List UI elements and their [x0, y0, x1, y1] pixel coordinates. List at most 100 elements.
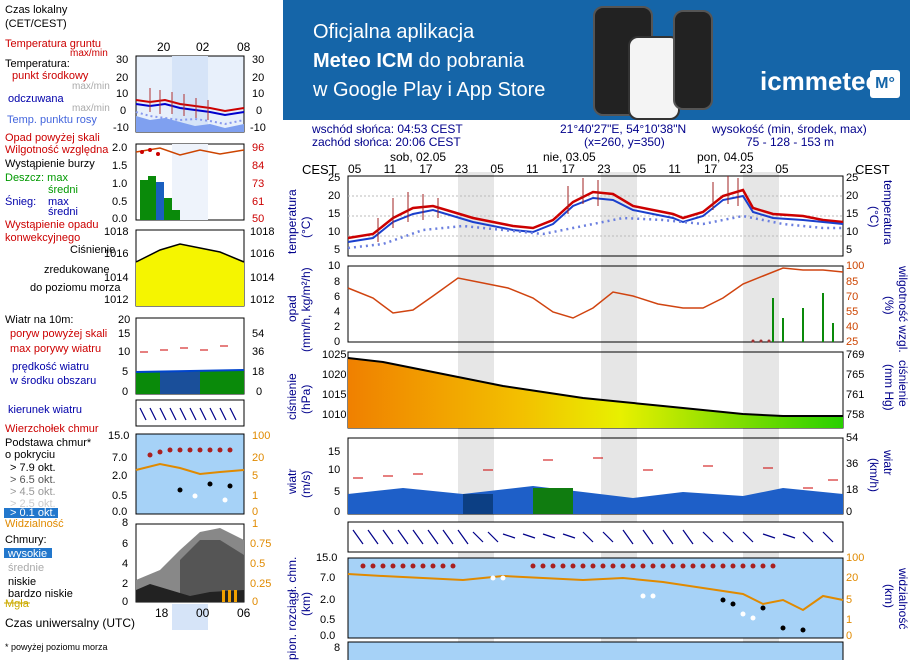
vis-tick-main-1: 1	[846, 614, 853, 626]
clouds-tick-r025: 0.25	[250, 578, 272, 590]
wind-axis-unit-l: (m/s)	[299, 470, 313, 498]
temp-tick-main-r10: 10	[846, 226, 859, 238]
rain-avg-label: średni	[48, 184, 78, 196]
banner-line-1: Oficjalna aplikacja	[313, 21, 475, 43]
temp-tick-m10: -10	[113, 122, 129, 134]
precip-tick-15: 1.5	[112, 160, 128, 172]
humid-tick-61: 61	[252, 196, 265, 208]
press-tick-main-1025: 1025	[322, 349, 347, 361]
midpoint-label: punkt środkowy	[12, 70, 89, 82]
humid-tick-main-40: 40	[846, 321, 859, 333]
rain-max-label: Deszcz: max	[5, 172, 68, 184]
utc-tick-2: 00	[196, 606, 210, 620]
local-time-tz: (CET/CEST)	[5, 18, 67, 30]
cloud-tick-main-0: 0.0	[320, 630, 336, 642]
precip-tick-main-0: 0	[334, 336, 341, 348]
banner-line-2: Meteo ICM do pobrania	[313, 47, 545, 76]
precip-tick-main-10: 10	[328, 260, 341, 272]
wind-speed-label: prędkość wiatru	[12, 361, 90, 373]
clouds-tick-r1: 1	[252, 518, 259, 530]
utc-tick-1: 18	[155, 606, 169, 620]
wind-tick-10: 10	[118, 346, 131, 358]
clouds-tick-r075: 0.75	[250, 538, 272, 550]
precip-tick-1: 1.0	[112, 178, 128, 190]
banner-line-3: w Google Play i App Store	[313, 79, 546, 101]
hour-tick: 17	[419, 162, 433, 176]
temp-tick-main-r20: 20	[846, 190, 859, 202]
cloud-axis-label: pion. rozciągł. chm.	[285, 556, 299, 660]
precip-tick-main-8: 8	[334, 276, 341, 288]
local-tick-3: 08	[237, 40, 251, 54]
wind-dir-label: kierunek wiatru	[8, 404, 82, 416]
okt4-label: > 2.5 okt.	[10, 498, 56, 510]
wind-tick-main-15: 15	[328, 446, 341, 458]
bottom-tick-8: 8	[334, 642, 341, 654]
very-low-clouds-label: bardzo niskie	[8, 588, 73, 600]
wind-tick-r54: 54	[252, 328, 265, 340]
cloud-tick-05: 0.5	[112, 490, 128, 502]
fog-label: Mgła	[5, 598, 29, 610]
utc-tick-3: 06	[237, 606, 251, 620]
vis-axis-label-r: widzialność	[896, 568, 910, 630]
precip-tick-2: 2.0	[112, 142, 128, 154]
cloud-tick-main-15: 15.0	[316, 552, 338, 564]
legend-graphics	[4, 55, 245, 630]
clouds-tick-8: 8	[122, 517, 129, 529]
wind-tick-main-r18: 18	[846, 484, 859, 496]
wind-axis-label-r: wiatr	[881, 450, 895, 476]
humid-tick-84: 84	[252, 160, 265, 172]
ground-temp-sub: max/min	[70, 48, 108, 59]
press-tick-1012: 1012	[104, 294, 129, 306]
temp-tick-20: 20	[116, 72, 129, 84]
okt3-label: > 4.5 okt.	[10, 486, 56, 498]
local-tick-2: 02	[196, 40, 210, 54]
coverage-label: o pokryciu	[5, 449, 56, 461]
precip-tick-05: 0.5	[112, 196, 128, 208]
medium-clouds-label: średnie	[8, 562, 45, 574]
hour-tick: 23	[597, 162, 611, 176]
humid-axis-label-r: wilgotność wzgl.	[896, 266, 910, 353]
low-clouds-label: niskie	[8, 576, 37, 588]
local-time-label: Czas lokalny	[5, 4, 68, 16]
precip-conv-label: Wystąpienie opadu	[5, 219, 99, 231]
coordinates: 21°40'27"E, 54°10'38"N	[560, 122, 687, 136]
local-tick-1: 20	[157, 40, 171, 54]
humid-tick-73: 73	[252, 178, 265, 190]
wind-tick-r36: 36	[252, 346, 265, 358]
press-tick-main-r758: 758	[846, 409, 865, 421]
wind-tick-main-0: 0	[334, 506, 341, 518]
press-tick-1016: 1016	[104, 248, 129, 260]
footnote: * powyżej poziomu morza	[5, 642, 108, 652]
humid-axis-unit-r: (%)	[882, 296, 896, 315]
wind-axis-label: wiatr	[285, 468, 299, 494]
temp-tick-main-r5: 5	[846, 244, 853, 256]
vis-tick-0: 0	[252, 506, 259, 518]
press-tick-main-r765: 765	[846, 369, 865, 381]
tz-right: CEST	[855, 162, 890, 177]
press-tick-r1012: 1012	[250, 294, 275, 306]
press-tick-r1014: 1014	[250, 272, 275, 284]
banner-brand: Meteo ICM	[313, 50, 413, 72]
day-2: nie, 03.05	[543, 150, 596, 164]
banner-text: Oficjalna aplikacja Meteo ICM do pobrani…	[313, 18, 545, 105]
wind-tick-20: 20	[118, 314, 131, 326]
cloud-top-label: Wierzchołek chmur	[5, 423, 99, 435]
hour-tick: 17	[561, 162, 575, 176]
storm-label: Wystąpienie burzy	[5, 158, 95, 170]
press-axis-unit-l: (hPa)	[299, 384, 313, 414]
clouds-tick-r0: 0	[252, 596, 259, 608]
hour-tick: 11	[383, 162, 397, 176]
humid-tick-main-70: 70	[846, 291, 859, 303]
maxmin-label: max/min	[72, 81, 110, 92]
temperature-label: Temperatura:	[5, 58, 70, 70]
hour-tick: 05	[490, 162, 504, 176]
app-download-banner[interactable]: Oficjalna aplikacja Meteo ICM do pobrani…	[283, 0, 910, 120]
wind-arrows	[352, 529, 834, 545]
vis-tick-1: 1	[252, 490, 259, 502]
press-tick-1014: 1014	[104, 272, 129, 284]
wind-label: Wiatr na 10m:	[5, 314, 74, 326]
cloud-tick-main-7: 7.0	[320, 572, 336, 584]
pressure-label-1: Ciśnienie	[70, 244, 116, 256]
hour-tick: 23	[454, 162, 469, 176]
sunset: zachód słońca: 20:06 CEST	[312, 135, 461, 149]
